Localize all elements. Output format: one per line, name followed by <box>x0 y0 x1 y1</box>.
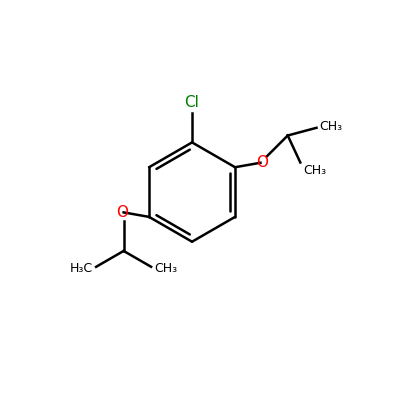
Text: O: O <box>256 155 268 170</box>
Text: H₃C: H₃C <box>70 262 93 275</box>
Text: CH₃: CH₃ <box>304 164 327 178</box>
Text: CH₃: CH₃ <box>154 262 178 275</box>
Text: Cl: Cl <box>185 95 200 110</box>
Text: O: O <box>116 205 128 220</box>
Text: CH₃: CH₃ <box>320 120 343 133</box>
